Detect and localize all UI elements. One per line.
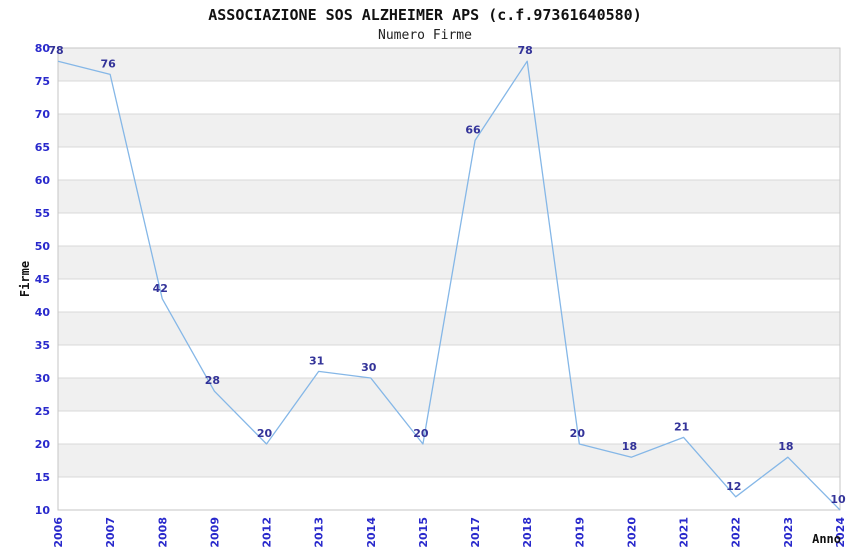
data-point-label: 28: [205, 374, 220, 387]
grid-band: [58, 312, 840, 345]
data-point-label: 30: [361, 361, 377, 374]
x-tick-label: 2021: [678, 517, 691, 548]
x-tick-label: 2020: [625, 517, 638, 548]
data-point-label: 78: [48, 44, 63, 57]
x-tick-label: 2022: [730, 517, 743, 548]
y-tick-label: 25: [35, 405, 50, 418]
grid-band: [58, 246, 840, 279]
grid-band: [58, 48, 840, 81]
y-tick-label: 30: [35, 372, 51, 385]
chart-title: ASSOCIAZIONE SOS ALZHEIMER APS (c.f.9736…: [208, 6, 642, 24]
data-point-label: 12: [726, 480, 741, 493]
x-axis-title: Anno: [812, 532, 841, 546]
x-tick-label: 2017: [469, 517, 482, 548]
data-point-label: 20: [257, 427, 273, 440]
y-tick-label: 55: [35, 207, 50, 220]
y-tick-label: 15: [35, 471, 50, 484]
data-point-label: 20: [413, 427, 429, 440]
data-point-label: 31: [309, 354, 324, 367]
x-tick-label: 2018: [521, 517, 534, 548]
y-tick-label: 40: [35, 306, 51, 319]
data-point-label: 20: [570, 427, 586, 440]
x-tick-label: 2009: [208, 517, 221, 548]
x-tick-label: 2023: [782, 517, 795, 548]
y-tick-label: 50: [35, 240, 51, 253]
data-point-label: 21: [674, 420, 689, 433]
data-point-label: 66: [465, 123, 481, 136]
data-point-label: 76: [100, 57, 116, 70]
data-point-label: 18: [622, 440, 637, 453]
y-tick-label: 80: [35, 42, 51, 55]
grid-band: [58, 378, 840, 411]
y-tick-label: 60: [35, 174, 51, 187]
data-point-label: 18: [778, 440, 793, 453]
series-line: [57, 60, 841, 511]
x-tick-label: 2007: [104, 517, 117, 548]
x-tick-label: 2013: [313, 517, 326, 548]
x-tick-label: 2024: [834, 517, 847, 548]
x-tick-label: 2019: [573, 517, 586, 548]
grid-band: [58, 444, 840, 477]
y-tick-label: 75: [35, 75, 50, 88]
y-tick-label: 20: [35, 438, 51, 451]
data-point-label: 42: [153, 282, 168, 295]
x-tick-label: 2015: [417, 517, 430, 548]
y-tick-label: 65: [35, 141, 50, 154]
x-tick-label: 2014: [365, 517, 378, 548]
y-tick-label: 35: [35, 339, 50, 352]
y-tick-label: 10: [35, 504, 51, 517]
y-tick-label: 70: [35, 108, 51, 121]
y-tick-label: 45: [35, 273, 50, 286]
x-tick-label: 2008: [156, 517, 169, 548]
data-point-label: 78: [518, 44, 533, 57]
grid-band: [58, 180, 840, 213]
x-tick-label: 2006: [52, 517, 65, 548]
data-point-label: 10: [830, 493, 846, 506]
chart-subtitle: Numero Firme: [378, 28, 472, 43]
x-tick-label: 2012: [261, 517, 274, 548]
y-axis-title: Firme: [18, 261, 32, 297]
grid-band: [58, 114, 840, 147]
plot-border: [57, 47, 841, 511]
